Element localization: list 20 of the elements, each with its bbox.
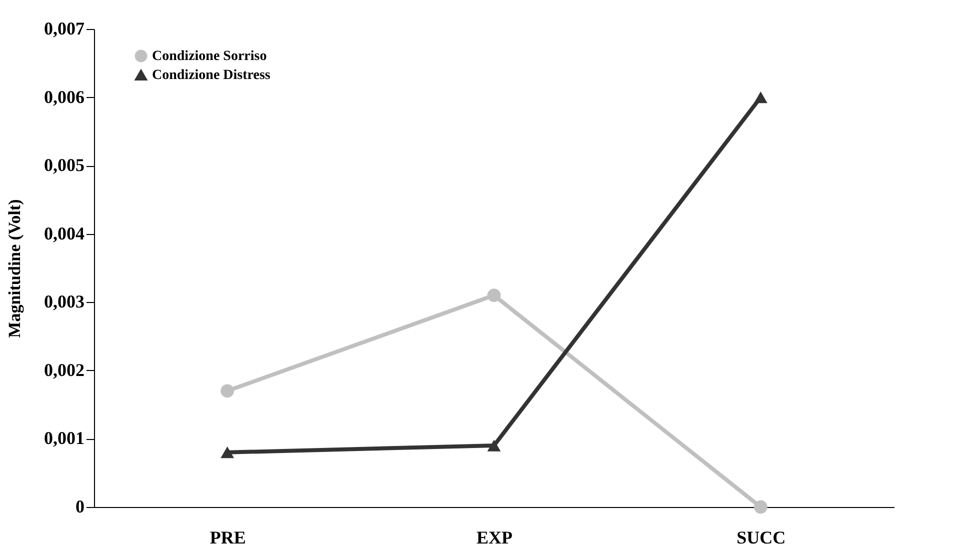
y-tick-label: 0,006 <box>44 86 84 107</box>
y-tick-label: 0,005 <box>44 155 84 176</box>
y-tick-label: 0,002 <box>44 360 84 380</box>
x-tick-label: EXP <box>476 528 513 548</box>
y-tick-label: 0 <box>76 496 84 516</box>
y-tick-label: 0,007 <box>44 18 84 38</box>
y-tick-label: 0,003 <box>44 292 84 312</box>
legend-label: Condizione Distress <box>152 68 271 83</box>
y-tick-label: 0,004 <box>44 223 84 244</box>
point <box>220 446 234 458</box>
point <box>487 440 501 452</box>
point <box>487 288 501 302</box>
y-axis-title: Magnitudine (Volt) <box>5 199 24 338</box>
x-tick-label: PRE <box>210 528 246 548</box>
point <box>754 500 768 514</box>
point <box>220 384 234 398</box>
legend-label: Condizione Sorriso <box>152 49 267 64</box>
point <box>754 91 768 104</box>
x-tick-label: SUCC <box>736 528 786 548</box>
y-tick-label: 0,001 <box>44 428 84 448</box>
